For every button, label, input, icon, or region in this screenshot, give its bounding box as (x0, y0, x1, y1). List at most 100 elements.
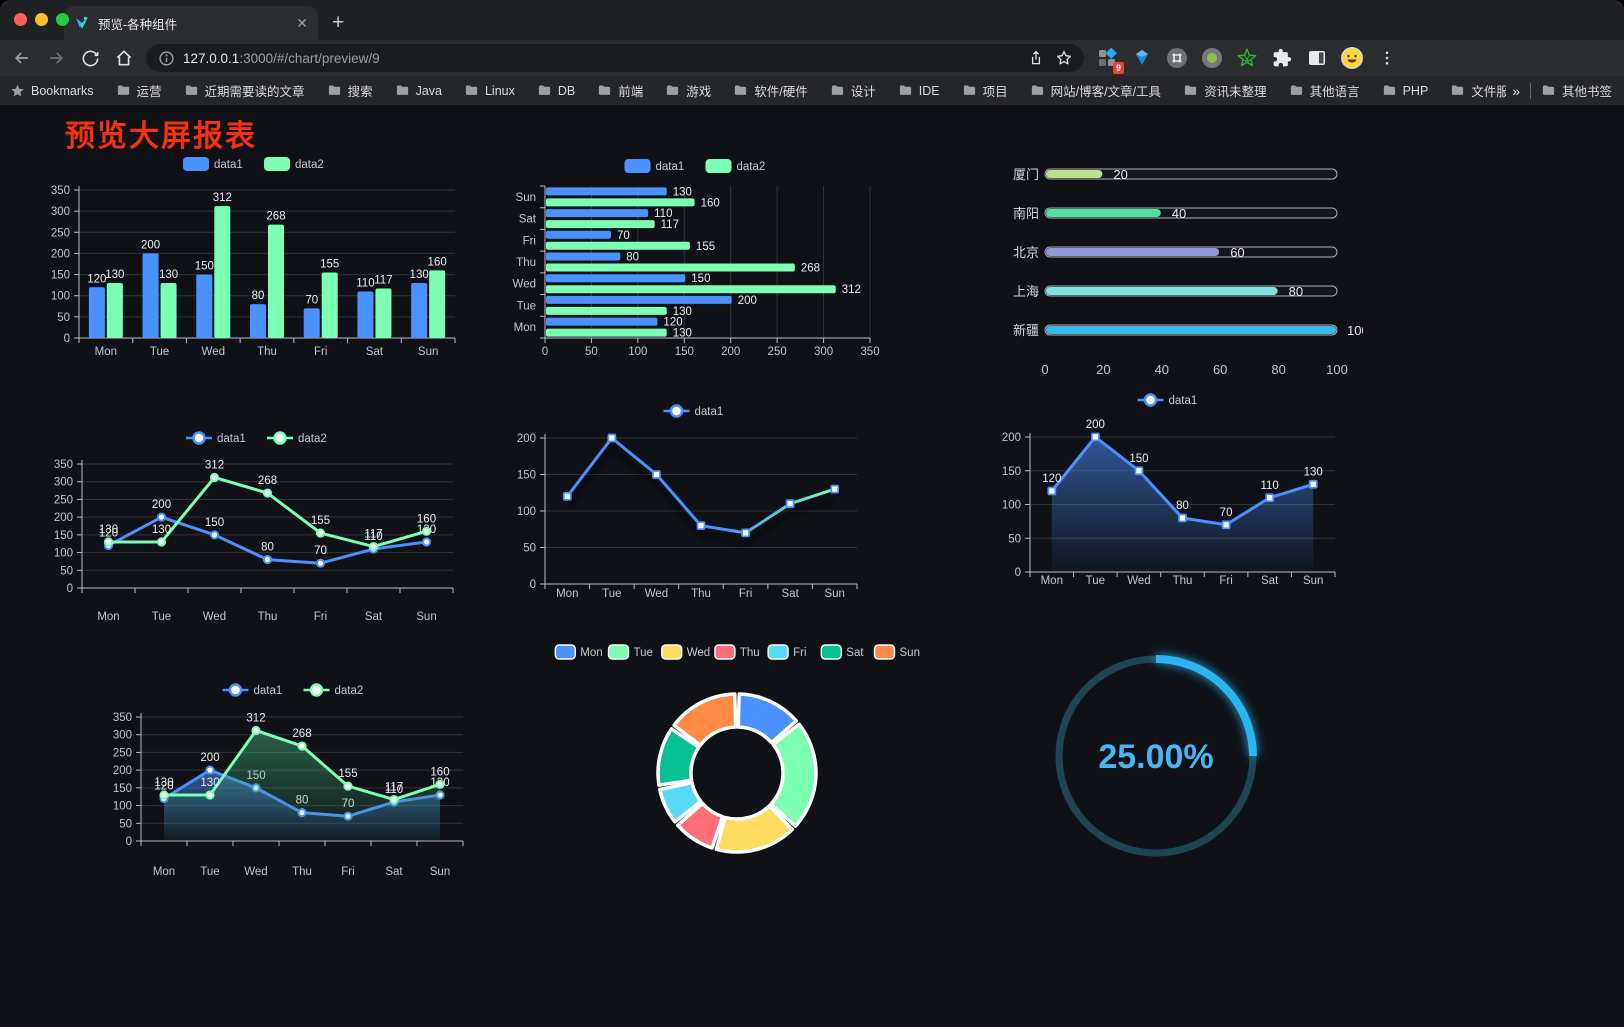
legend-item-data1[interactable]: data1 (222, 683, 283, 698)
legend-item-Wed[interactable]: Wed (660, 644, 710, 660)
bookmark-item[interactable]: 设计 (830, 81, 876, 100)
other-bookmarks-folder[interactable]: 其他书签 (1541, 81, 1612, 100)
gem-extension-icon[interactable] (1129, 45, 1155, 71)
legend-item-data2[interactable]: data2 (264, 157, 324, 171)
svg-text:Fri: Fri (1219, 575, 1232, 587)
legend-item-data2[interactable]: data2 (267, 431, 327, 446)
bookmark-item[interactable]: Java (395, 83, 442, 98)
svg-text:200: 200 (1002, 432, 1021, 444)
svg-text:Mon: Mon (514, 322, 536, 334)
chart-horizontal-bar[interactable]: data1 data2 0 50 100 150 200 250 300 350 Sun 130 160… (505, 152, 888, 369)
sidebar-icon[interactable] (1304, 45, 1330, 71)
donut-slice-Tue[interactable] (769, 722, 818, 828)
bookmark-item[interactable]: 软件/硬件 (733, 81, 808, 100)
svg-text:350: 350 (860, 346, 879, 358)
recorder-extension-icon[interactable] (1199, 45, 1225, 71)
extensions-puzzle-icon[interactable] (1269, 45, 1295, 71)
donut-slice-Fri[interactable] (657, 780, 703, 824)
window-close-button[interactable] (14, 13, 27, 26)
share-icon[interactable] (1022, 44, 1050, 72)
page-title: 预览大屏报表 (65, 120, 257, 153)
legend-item-data1[interactable]: data1 (624, 159, 685, 173)
legend-item-data2[interactable]: data2 (705, 159, 766, 173)
bookmarks-manager[interactable]: Bookmarks (10, 83, 94, 98)
svg-text:Mon: Mon (95, 346, 117, 358)
svg-text:data1: data1 (217, 433, 246, 445)
bookmark-item[interactable]: 前端 (597, 81, 643, 100)
window-minimize-button[interactable] (35, 13, 48, 26)
chart-donut[interactable]: Mon Tue Wed Thu Fri Sat Sun (550, 638, 925, 878)
legend-item-Thu[interactable]: Thu (714, 644, 760, 660)
site-info-icon[interactable] (158, 50, 175, 67)
svg-text:250: 250 (54, 494, 73, 506)
new-tab-button[interactable]: + (332, 11, 345, 34)
window-zoom-button[interactable] (56, 13, 69, 26)
bookmark-item[interactable]: 搜索 (327, 81, 373, 100)
donut-slice-Sat[interactable] (656, 727, 701, 787)
reload-icon[interactable] (76, 44, 104, 72)
folder-icon (117, 85, 129, 95)
back-icon[interactable] (8, 44, 36, 72)
legend-item-data1[interactable]: data1 (186, 431, 246, 446)
bookmark-label: Java (415, 83, 442, 98)
profile-avatar[interactable] (1339, 45, 1365, 71)
svg-text:80: 80 (1176, 500, 1189, 512)
chart-line-area[interactable]: data1 0 50 100 150 200 Mon Tue Wed Thu Fri Sat Sun 12… (990, 390, 1348, 605)
bookmark-star-icon[interactable] (1050, 44, 1078, 72)
chart-capsule-progress[interactable]: 厦门 20 南阳 40 北京 60 上海 80 新疆 100 0 20 40 60 80 100 (995, 152, 1369, 389)
svg-text:100: 100 (517, 506, 536, 518)
bookmark-item[interactable]: DB (537, 83, 575, 98)
tab-title: 预览-各种组件 (98, 17, 178, 32)
ring-value-label: 25.00% (1098, 738, 1213, 776)
legend-item-Fri[interactable]: Fri (767, 644, 807, 660)
donut-slice-Sun[interactable] (672, 692, 738, 747)
donut-slice-Thu[interactable] (675, 801, 725, 850)
bookmark-item[interactable]: 游戏 (665, 81, 711, 100)
bookmark-item[interactable]: Linux (464, 83, 515, 98)
legend-item-data1[interactable]: data1 (1137, 393, 1198, 408)
url-bar[interactable]: 127.0.0.1:3000/#/chart/preview/9 (146, 44, 1084, 72)
bookmark-label: 项目 (982, 85, 1008, 99)
bookmark-item[interactable]: 运营 (116, 81, 162, 100)
legend-item-Sun[interactable]: Sun (873, 644, 920, 660)
tab-close-icon[interactable]: ✕ (296, 14, 308, 31)
chart-progress-ring[interactable]: 25.00% (1040, 640, 1272, 877)
bookmark-item[interactable]: 其他语言 (1289, 81, 1360, 100)
svg-text:data1: data1 (656, 161, 685, 173)
legend-item-Mon[interactable]: Mon (554, 644, 603, 660)
donut-slice-Mon[interactable] (736, 692, 799, 745)
svg-text:40: 40 (1172, 206, 1186, 221)
chart-line-two-series[interactable]: data1 data2 0 50 100 150 200 250 300 350 Mon Tue Wed… (48, 424, 468, 644)
legend-item-Tue[interactable]: Tue (607, 644, 653, 660)
green-star-extension-icon[interactable] (1234, 45, 1260, 71)
bookmark-item[interactable]: IDE (898, 83, 940, 98)
legend-item-data1[interactable]: data1 (183, 157, 243, 171)
legend-item-Sat[interactable]: Sat (820, 644, 864, 660)
svg-text:155: 155 (320, 258, 339, 270)
browser-tab[interactable]: 预览-各种组件 ✕ (64, 6, 318, 40)
svg-text:Wed: Wed (244, 866, 267, 878)
command-extension-icon[interactable] (1164, 45, 1190, 71)
svg-text:0: 0 (1015, 567, 1021, 579)
menu-dots-icon[interactable] (1374, 45, 1400, 71)
legend-item-data1[interactable]: data1 (663, 404, 724, 419)
folder-icon (328, 85, 340, 95)
chart-line-area-two-series[interactable]: data1 data2 0 50 100 150 200 250 300 350 Mon Tue Wed… (107, 676, 482, 911)
svg-text:0: 0 (542, 346, 548, 358)
url-text[interactable]: 127.0.0.1:3000/#/chart/preview/9 (183, 51, 1022, 66)
donut-slice-Wed[interactable] (714, 804, 795, 854)
extension-badge: 9 (1112, 62, 1124, 74)
bookmark-item[interactable]: 近期需要读的文章 (184, 81, 305, 100)
bookmark-item[interactable]: 资讯未整理 (1183, 81, 1267, 100)
home-icon[interactable] (110, 44, 138, 72)
devtools-extension-icon[interactable]: 9 (1094, 45, 1124, 74)
chart-line-gradient-shadow[interactable]: data1 0 50 100 150 200 Mon Tue Wed Thu Fri Sat Sun (505, 398, 885, 618)
svg-text:120: 120 (663, 317, 682, 329)
bookmarks-overflow-chevron[interactable]: » (1512, 82, 1520, 99)
forward-icon[interactable] (42, 44, 70, 72)
bookmark-item[interactable]: 项目 (962, 81, 1008, 100)
bookmark-item[interactable]: 网站/博客/文章/工具 (1030, 81, 1161, 100)
bookmark-item[interactable]: PHP (1382, 83, 1428, 98)
chart-grouped-bar[interactable]: data1 data2 0 50 100 150 200 250 300 350 Mon Tue Wed… (45, 150, 465, 367)
legend-item-data2[interactable]: data2 (303, 683, 364, 698)
